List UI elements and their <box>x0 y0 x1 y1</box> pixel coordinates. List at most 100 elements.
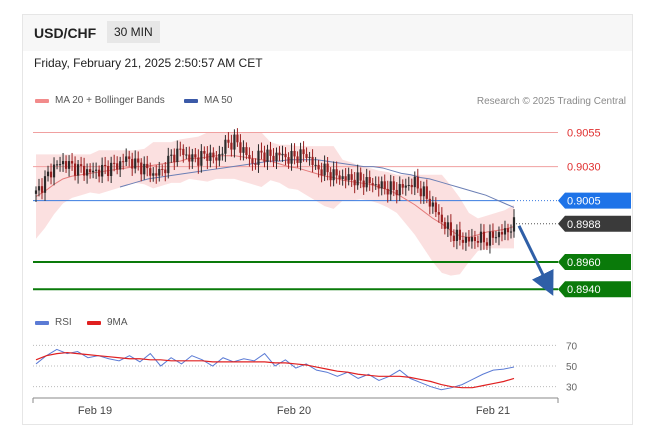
candle-body <box>464 237 467 243</box>
level-tag <box>558 192 631 209</box>
candle-body <box>314 164 317 166</box>
candle-body <box>479 231 483 243</box>
candle-body <box>362 180 365 188</box>
level-tag <box>558 253 631 270</box>
candle-body <box>347 174 350 181</box>
candle-body <box>476 241 480 243</box>
timeframe-badge[interactable]: 30 MIN <box>107 21 160 43</box>
candle-body <box>401 184 404 188</box>
forecast-arrow <box>517 225 554 296</box>
credit-text: Research © 2025 Trading Central <box>476 96 626 107</box>
candle-body <box>350 174 353 180</box>
candle-body <box>131 158 134 169</box>
candle-body <box>49 171 53 178</box>
price-level-labels: 0.9055 0.9030 0.9005 0.8988 0.8960 0.8940 <box>558 128 631 298</box>
candle-body <box>281 153 284 156</box>
candle-body <box>353 179 356 186</box>
candle-body <box>61 161 65 165</box>
rsi-tick-label: 50 <box>566 362 578 373</box>
candle-body <box>266 149 269 162</box>
candle-body <box>233 134 236 150</box>
candle-body <box>407 184 410 186</box>
candle-body <box>305 154 308 158</box>
candle-body <box>245 147 248 155</box>
candle-body <box>302 149 305 155</box>
ma50-line <box>119 159 515 208</box>
candle-body <box>251 158 254 164</box>
ma20-line <box>35 155 515 238</box>
candle-body <box>37 186 41 191</box>
candle-body <box>365 177 368 188</box>
candle-body <box>335 169 338 176</box>
candle-body <box>218 154 221 161</box>
level-label: 0.9055 <box>567 128 601 140</box>
candle-body <box>149 168 152 176</box>
candle-body <box>494 237 498 239</box>
candle-body <box>428 198 431 207</box>
candle-body <box>389 181 392 195</box>
candle-body <box>200 151 203 166</box>
candle-body <box>497 232 501 238</box>
candle-body <box>122 161 125 163</box>
candle-body <box>434 202 437 213</box>
candle-body <box>161 168 164 170</box>
candle-body <box>344 176 347 181</box>
candle-body <box>221 153 224 155</box>
candle-body <box>293 150 296 157</box>
candle-body <box>239 142 242 153</box>
rsi-tick-label: 70 <box>566 341 578 352</box>
candle-body <box>317 164 320 170</box>
candle-body <box>473 237 477 242</box>
candle-body <box>470 237 474 242</box>
candle-body <box>152 173 155 176</box>
candle-body <box>43 176 47 193</box>
level-tag-label: 0.9005 <box>567 196 601 208</box>
candle-body <box>326 163 329 173</box>
candle-body <box>278 152 281 156</box>
candle-body <box>512 217 516 232</box>
candle-body <box>52 164 56 178</box>
candle-body <box>79 164 83 166</box>
candle-body <box>359 172 362 181</box>
symbol-label: USD/CHF <box>34 25 97 41</box>
rsi-tick-label: 30 <box>566 383 578 394</box>
candle-body <box>260 150 263 153</box>
rsi-panel: 70 50 30 <box>33 341 578 394</box>
candle-body <box>206 153 209 161</box>
candle-body <box>227 139 230 143</box>
candle-body <box>290 150 293 164</box>
candle-body <box>269 149 272 156</box>
candle-body <box>34 190 38 194</box>
candle-body <box>299 149 302 163</box>
candle-body <box>113 162 116 164</box>
legend-ma50-label: MA 50 <box>204 95 233 106</box>
candle-body <box>188 154 191 162</box>
candle-body <box>503 228 507 235</box>
forecast-arrow-line <box>517 225 554 296</box>
candle-body <box>70 161 74 164</box>
x-tick-label: Feb 21 <box>476 405 510 417</box>
candle-body <box>40 186 44 193</box>
candle-body <box>371 183 374 186</box>
candle-body <box>83 165 86 176</box>
candle-body <box>419 188 422 197</box>
candle-body <box>284 153 287 158</box>
candle-body <box>55 164 59 166</box>
candle-body <box>440 214 443 223</box>
candle-body <box>482 231 486 243</box>
candle-body <box>386 188 389 195</box>
candle-body <box>404 185 407 188</box>
timestamp: Friday, February 21, 2025 2:50:57 AM CET <box>34 56 263 70</box>
moving-averages <box>35 155 515 238</box>
candle-body <box>86 169 89 176</box>
legend-ma-bb-label: MA 20 + Bollinger Bands <box>55 95 165 106</box>
candle-body <box>410 184 413 188</box>
candle-body <box>212 152 215 158</box>
candle-body <box>308 156 311 158</box>
candle-body <box>392 181 395 190</box>
candle-body <box>455 229 458 242</box>
candle-body <box>509 231 513 233</box>
candle-body <box>158 168 161 176</box>
candle-body <box>431 202 434 207</box>
ma9-swatch <box>87 320 101 325</box>
